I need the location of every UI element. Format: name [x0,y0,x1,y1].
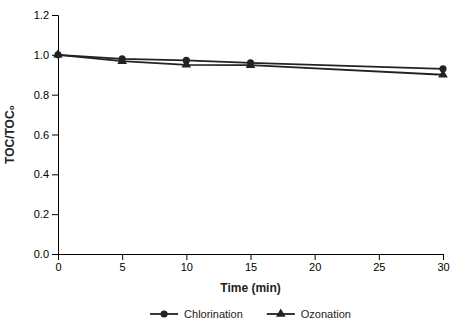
x-tick-mark [122,254,123,260]
y-tick-label: 1.2 [34,9,49,21]
y-tick-mark [52,174,58,175]
y-tick-mark [52,15,58,16]
x-tick: 10 [181,254,193,273]
y-tick: 0.0 [34,248,58,260]
series [53,49,448,77]
marker [246,60,256,68]
y-tick: 0.8 [34,89,58,101]
y-tick-mark [52,135,58,136]
y-tick-mark [52,214,58,215]
marker [117,56,127,64]
x-tick: 5 [120,254,126,273]
line [58,55,443,75]
y-tick-label: 0.6 [34,129,49,141]
x-tick-label: 0 [55,261,61,273]
series [54,51,446,72]
y-tick: 0.2 [34,208,58,220]
y-tick-label: 1.0 [34,49,49,61]
marker [438,69,448,77]
x-tick-label: 20 [309,261,321,273]
x-tick: 25 [373,254,385,273]
legend-marker [276,308,286,316]
chart: 0 5 10 15 20 25 30 0.0 0.2 0.4 0.6 0.8 1.0 1.2 Time (m… [0,0,463,326]
y-tick-label: 0.8 [34,89,49,101]
x-tick: 20 [309,254,321,273]
x-tick-mark [251,254,252,260]
y-tick: 1.0 [34,49,58,61]
marker [182,59,192,67]
y-tick-mark [52,95,58,96]
x-tick: 30 [437,254,449,273]
legend: Chlorination Ozonation [150,308,351,320]
y-tick-label: 0.4 [34,168,49,180]
x-tick-label: 5 [120,261,126,273]
x-tick-label: 10 [181,261,193,273]
x-tick-mark [315,254,316,260]
legend-item: Ozonation [267,308,351,320]
x-axis-title: Time (min) [220,281,280,295]
legend-marker [161,310,168,317]
y-tick-mark [52,254,58,255]
y-tick: 0.6 [34,129,58,141]
y-axis: 0.0 0.2 0.4 0.6 0.8 1.0 1.2 [34,9,59,260]
x-tick-label: 30 [437,261,449,273]
plot-area: 0 5 10 15 20 25 30 0.0 0.2 0.4 0.6 0.8 1.0 1.2 Time (m… [3,9,450,295]
legend-item: Chlorination [150,308,243,320]
y-tick-label: 0.0 [34,248,49,260]
y-tick-label: 0.2 [34,208,49,220]
x-tick-mark [379,254,380,260]
x-axis: 0 5 10 15 20 25 30 [55,254,449,273]
y-tick: 0.4 [34,168,58,180]
x-tick-label: 25 [373,261,385,273]
legend-label: Chlorination [184,308,243,320]
x-tick-mark [186,254,187,260]
y-axis-title: TOC/TOC₀ [3,105,17,164]
y-tick: 1.2 [34,9,58,21]
x-tick: 15 [245,254,257,273]
x-tick-label: 15 [245,261,257,273]
x-tick-mark [443,254,444,260]
x-tick: 0 [55,254,61,273]
x-axis-line [59,255,444,261]
line [58,55,443,69]
marker [53,49,63,57]
series-group [53,49,448,77]
legend-label: Ozonation [301,308,351,320]
